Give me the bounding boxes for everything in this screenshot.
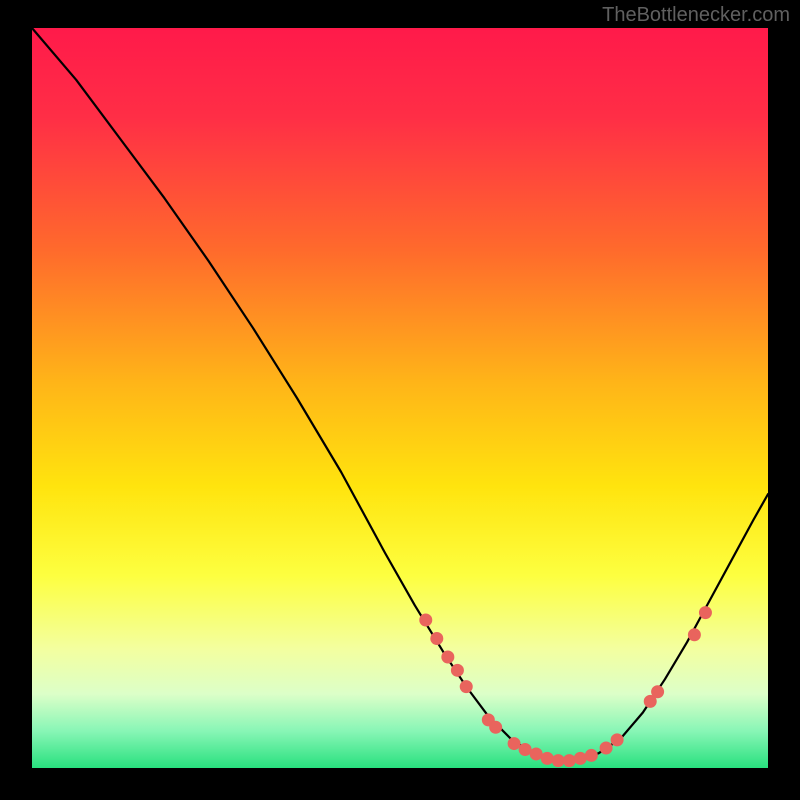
data-point bbox=[563, 755, 575, 767]
data-point bbox=[451, 664, 463, 676]
data-point bbox=[699, 607, 711, 619]
data-point bbox=[600, 742, 612, 754]
data-point bbox=[552, 755, 564, 767]
data-point bbox=[541, 752, 553, 764]
data-point bbox=[420, 614, 432, 626]
data-point bbox=[508, 738, 520, 750]
chart-svg bbox=[32, 28, 768, 768]
data-point bbox=[460, 681, 472, 693]
chart-stage: TheBottlenecker.com bbox=[0, 0, 800, 800]
chart-background bbox=[32, 28, 768, 768]
data-point bbox=[442, 651, 454, 663]
data-point bbox=[530, 748, 542, 760]
attribution-text: TheBottlenecker.com bbox=[602, 4, 790, 27]
data-point bbox=[519, 744, 531, 756]
plot-area bbox=[32, 28, 768, 768]
data-point bbox=[611, 734, 623, 746]
data-point bbox=[585, 749, 597, 761]
data-point bbox=[652, 686, 664, 698]
data-point bbox=[688, 629, 700, 641]
data-point bbox=[574, 752, 586, 764]
data-point bbox=[431, 633, 443, 645]
data-point bbox=[490, 721, 502, 733]
